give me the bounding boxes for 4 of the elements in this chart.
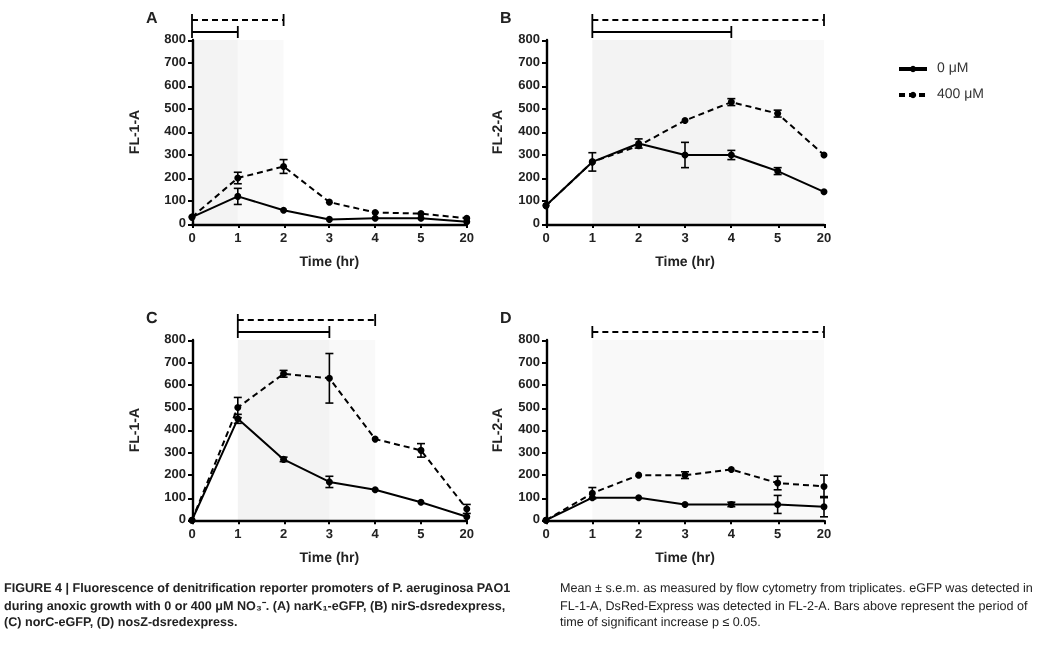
chart-title: A bbox=[146, 9, 158, 27]
chart-title: B bbox=[500, 9, 512, 27]
chart-title: C bbox=[146, 309, 158, 327]
chart-title: D bbox=[500, 309, 512, 327]
